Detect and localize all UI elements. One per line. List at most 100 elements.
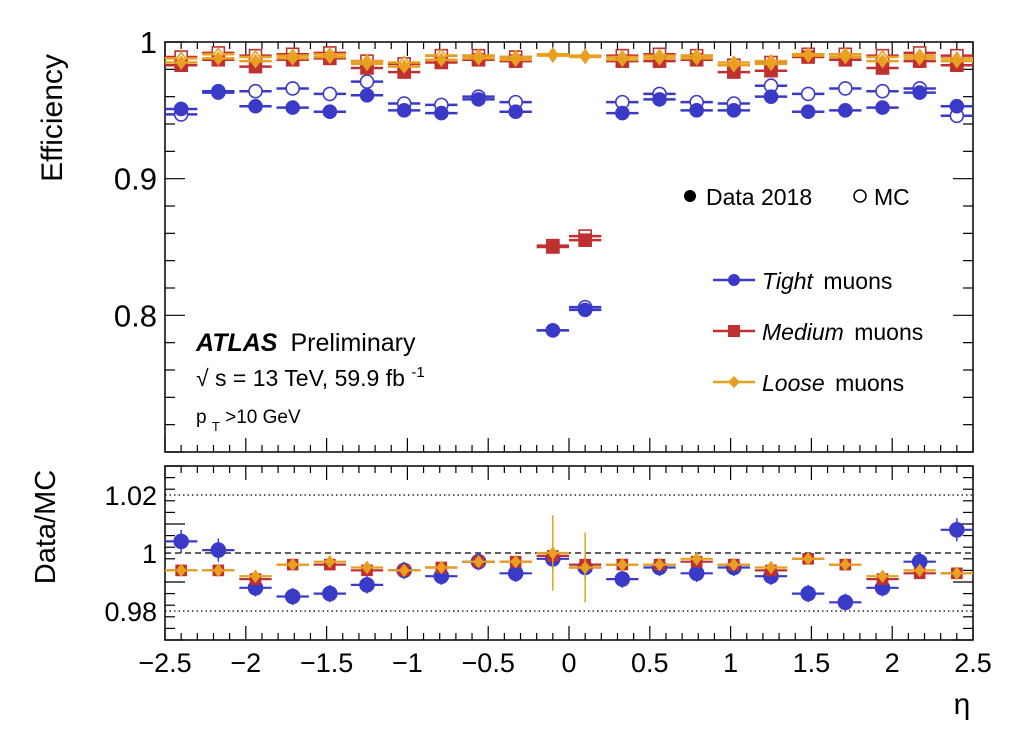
ratio-point-loose (287, 557, 298, 572)
efficiency-point-tight-data (434, 105, 449, 121)
ratio-point-loose (877, 569, 888, 584)
efficiency-point-tight-data (471, 92, 486, 107)
ratio-point-loose (617, 557, 628, 572)
efficiency-y-tick-label: 0.9 (114, 162, 157, 197)
ratio-point-tight (614, 571, 631, 587)
efficiency-point-loose-data (839, 49, 851, 65)
efficiency-y-tick-label: 0.8 (114, 298, 157, 333)
efficiency-point-tight-data (838, 103, 853, 118)
efficiency-point-loose-data (653, 51, 665, 66)
ratio-point-loose (914, 563, 925, 578)
x-axis-title: η (954, 688, 971, 721)
ratio-point-loose (580, 560, 591, 575)
ratio-point-loose (473, 554, 484, 569)
efficiency-point-loose-data (802, 48, 814, 64)
efficiency-point-loose-data (877, 53, 889, 69)
legend-loose-marker (728, 376, 740, 388)
efficiency-point-tight-mc (800, 86, 816, 102)
efficiency-point-loose-data (510, 52, 522, 68)
efficiency-point-tight-data (322, 104, 338, 119)
ratio-point-tight (359, 577, 375, 593)
efficiency-point-loose-data (398, 59, 410, 74)
ratio-point-tight (173, 533, 189, 550)
efficiency-point-tight-data (359, 88, 375, 103)
ratio-point-loose (176, 563, 187, 578)
efficiency-point-loose-data (691, 51, 703, 66)
efficiency-point-medium-data (546, 240, 560, 254)
efficiency-point-tight-data (577, 302, 593, 318)
ratio-point-loose (361, 560, 373, 575)
x-tick-label: 2.5 (954, 648, 992, 678)
efficiency-point-loose-data (473, 51, 485, 66)
ratio-point-tight (949, 521, 965, 538)
efficiency-point-loose-data (175, 55, 187, 70)
x-tick-label: 0.5 (631, 648, 669, 678)
efficiency-point-loose-data (728, 57, 740, 73)
atlas-label: ATLAS Preliminary (195, 329, 416, 357)
efficiency-point-tight-data (396, 103, 412, 118)
efficiency-point-tight-data (912, 85, 927, 100)
efficiency-point-tight-mc (359, 74, 375, 89)
efficiency-point-tight-data (248, 98, 263, 114)
efficiency-point-loose-data (914, 51, 926, 66)
efficiency-point-loose-data (287, 51, 299, 66)
ratio-y-tick-label: 1 (142, 539, 157, 569)
ratio-point-loose (547, 546, 558, 560)
legend-loose-label: Loose muons (762, 370, 904, 396)
legend-tight-suffix: muons (823, 268, 892, 294)
ratio-point-loose (436, 560, 447, 575)
sqrt-symbol: √ (196, 365, 209, 391)
ratio-axis-ticks: 1.02 1 0.98 −2.5 −2 −1.5 −1 −0.5 0 0.5 1 1.5 2 2.5 (104, 465, 992, 678)
efficiency-y-tick-label: 1 (140, 25, 157, 60)
efficiency-point-tight-data (726, 103, 742, 118)
efficiency-point-tight-data (211, 83, 226, 99)
legend-loose-suffix: muons (835, 370, 904, 396)
ratio-y-tick-label: 0.98 (104, 597, 157, 627)
legend-mc-label: MC (874, 184, 910, 210)
efficiency-point-tight-mc (248, 83, 263, 99)
legend-medium-suffix: muons (854, 319, 923, 345)
efficiency-point-tight-data (949, 98, 965, 114)
pt-subscript: T (212, 419, 220, 434)
ratio-point-loose (250, 569, 261, 584)
x-tick-label: −0.5 (462, 648, 515, 678)
ratio-point-loose (510, 554, 521, 569)
energy-superscript: -1 (411, 364, 424, 381)
x-tick-label: 2 (885, 648, 900, 678)
efficiency-point-tight-data (173, 101, 189, 117)
efficiency-point-loose-data (361, 56, 373, 72)
ratio-point-tight (688, 565, 705, 582)
efficiency-point-loose-data (579, 49, 591, 65)
legend-mc-marker (853, 189, 867, 203)
efficiency-point-tight-data (800, 104, 816, 119)
legend-medium-label: Medium muons (762, 319, 923, 345)
efficiency-point-tight-mc (838, 81, 853, 96)
legend-data-label: Data 2018 (706, 184, 812, 210)
efficiency-point-loose-data (616, 52, 628, 68)
ratio-point-loose (765, 560, 777, 575)
efficiency-point-loose-data (249, 53, 261, 69)
energy-lumi-label: √ s = 13 TeV, 59.9 fb -1 (196, 364, 425, 391)
preliminary-word: Preliminary (290, 329, 416, 357)
ratio-point-loose (840, 557, 851, 572)
x-tick-label: 1.5 (793, 648, 831, 678)
efficiency-point-tight-data (689, 103, 704, 118)
efficiency-point-loose-data (547, 48, 559, 64)
efficiency-point-tight-data (615, 105, 630, 121)
efficiency-point-tight-data (652, 92, 667, 107)
efficiency-y-axis-title: Efficiency (36, 54, 69, 182)
ratio-point-loose (324, 554, 335, 569)
ratio-point-tight (800, 585, 816, 602)
efficiency-point-tight-data (508, 104, 523, 119)
legend-tight-italic: Tight (762, 268, 815, 294)
ratio-point-loose (399, 563, 410, 578)
efficiency-point-loose-data (765, 56, 777, 72)
efficiency-point-tight-mc (285, 81, 300, 96)
legend-medium-marker (728, 325, 740, 337)
pt-p: p (196, 407, 207, 428)
legend-data-marker (684, 190, 696, 202)
efficiency-point-tight-mc (875, 83, 890, 99)
legend-medium-italic: Medium (762, 319, 844, 345)
